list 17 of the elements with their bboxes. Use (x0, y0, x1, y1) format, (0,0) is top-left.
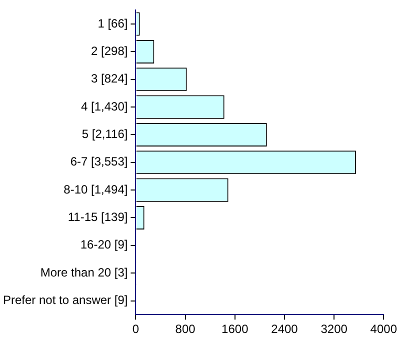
y-tick-label: 4 [1,430] (81, 99, 128, 114)
x-tick-label: 4000 (370, 322, 398, 336)
y-tick-label: 1 [66] (98, 16, 128, 30)
y-tick-label: 3 [824] (91, 72, 128, 86)
x-tick-label: 800 (175, 322, 196, 336)
y-tick-label: 5 [2,116] (82, 127, 128, 142)
y-tick-label: 6-7 [3,553] (70, 154, 128, 169)
x-tick-label: 3200 (320, 322, 348, 336)
x-tick-label: 1600 (222, 322, 249, 336)
y-tick-label: 8-10 [1,494] (64, 182, 128, 196)
x-tick-label: 0 (132, 322, 140, 336)
y-tick-label: 2 [298] (91, 44, 128, 58)
y-tick-label: Prefer not to answer [9] (2, 293, 128, 308)
y-tick-label: More than 20 [3] (40, 265, 128, 280)
y-tick-label: 16-20 [9] (80, 238, 128, 252)
x-tick-label: 2400 (271, 322, 298, 336)
y-tick-label: 11-15 [139] (68, 210, 128, 224)
